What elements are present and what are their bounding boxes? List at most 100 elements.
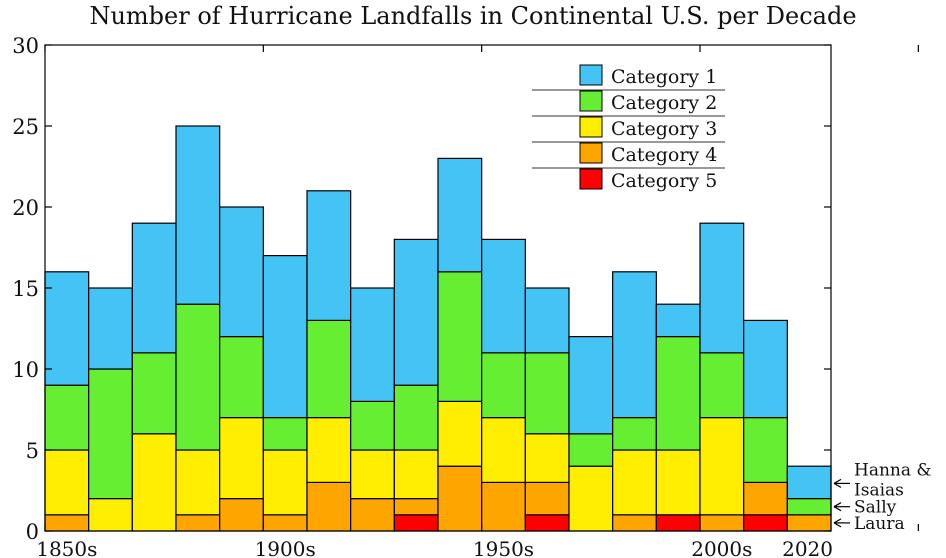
legend-label: Category 2 [611, 92, 717, 114]
bar-segment [612, 417, 657, 451]
bar-segment [262, 514, 308, 532]
bar-segment [175, 303, 221, 451]
legend-swatch [579, 64, 603, 86]
annotation-label: Sally [854, 498, 897, 518]
bar-segment [743, 319, 788, 419]
bar-segment [524, 352, 570, 435]
bar-segment [175, 514, 221, 532]
annotation-arrow-head [833, 518, 842, 528]
legend-swatch [579, 90, 603, 112]
bar-segment [481, 481, 526, 532]
bar-segment [437, 400, 483, 467]
bar-segment [262, 417, 308, 451]
bar-segment [393, 384, 439, 451]
y-tick-label: 10 [12, 358, 39, 382]
bar-segment [219, 498, 264, 532]
x-tick-label: 1950s [473, 537, 534, 558]
bar-segment [131, 433, 177, 532]
x-tick-label: 1900s [255, 537, 316, 558]
bar-segment [481, 352, 526, 419]
bar-segment [88, 498, 133, 532]
bar-segment [262, 255, 308, 419]
bar-segment [524, 287, 570, 354]
legend-swatch [579, 168, 603, 190]
bar-segment [524, 481, 570, 516]
legend: Category 1 Category 2 Category 3 Category 4… [532, 64, 725, 192]
bar-segment [44, 271, 90, 386]
bar-segment [524, 433, 570, 483]
legend-label: Category 5 [611, 170, 717, 192]
legend-swatch [579, 142, 603, 164]
legend-label: Category 4 [611, 144, 717, 166]
bar-segment [393, 449, 439, 500]
bar-segment [219, 336, 264, 419]
chart-title: Number of Hurricane Landfalls in Contine… [89, 2, 857, 30]
bar-segment [175, 125, 221, 305]
legend-label: Category 1 [611, 66, 717, 88]
bar-segment [393, 238, 439, 386]
x-tick-label: 2000s [691, 537, 752, 558]
bar-segment [88, 287, 133, 370]
bar-segment [306, 417, 352, 484]
bar-segment [437, 157, 483, 273]
x-tick-label: 2020 [782, 537, 833, 558]
bar-segment [655, 336, 701, 451]
bar-segment [524, 514, 570, 532]
annotation-label: Laura [854, 514, 905, 534]
bar-segment [44, 514, 90, 532]
bar-segment [743, 417, 788, 484]
bar-segment [699, 514, 745, 532]
bar-segment [699, 417, 745, 516]
legend-label: Category 3 [611, 118, 717, 140]
tick-layer: 0 5 10 15 20 25 30 1850s 1900s 1950s 2000s 2020 [12, 34, 919, 558]
bar-segment [306, 481, 352, 532]
y-tick-label: 25 [12, 115, 39, 139]
bar-segment [393, 498, 439, 516]
bar-segment [612, 449, 657, 516]
bar-segment [437, 465, 483, 532]
bar-segment [350, 287, 395, 403]
bar-segment [219, 417, 264, 500]
annotation-arrow-head [833, 478, 842, 488]
bar-layer [44, 125, 832, 532]
bar-segment [306, 319, 352, 419]
annotation-arrow-head [833, 502, 842, 512]
bar-segment [786, 514, 832, 532]
bar-segment [699, 222, 745, 354]
bar-segment [481, 238, 526, 354]
bar-segment [88, 368, 133, 500]
bar-segment [655, 449, 701, 516]
bar-segment [44, 449, 90, 516]
y-tick-label: 15 [12, 277, 39, 301]
bar-segment [612, 271, 657, 419]
annotation-label: Isaias [854, 480, 904, 500]
bar-segment [306, 190, 352, 322]
bar-segment [481, 417, 526, 484]
bar-segment [743, 514, 788, 532]
bar-segment [699, 352, 745, 419]
bar-segment [655, 514, 701, 532]
bar-segment [131, 222, 177, 354]
y-tick-label: 5 [26, 439, 39, 463]
bar-segment [219, 206, 264, 338]
bar-segment [568, 336, 614, 435]
annotation-label: Hanna & [854, 460, 932, 480]
bar-segment [393, 514, 439, 532]
bar-segment [350, 400, 395, 451]
bar-segment [612, 514, 657, 532]
bar-segment [350, 498, 395, 532]
bar-segment [437, 271, 483, 402]
bar-segment [44, 384, 90, 451]
bar-segment [786, 465, 832, 500]
bar-segment [655, 303, 701, 338]
bar-segment [131, 352, 177, 435]
bar-segment [743, 481, 788, 516]
bar-segment [786, 498, 832, 516]
bar-segment [568, 465, 614, 532]
bar-segment [175, 449, 221, 516]
y-tick-label: 30 [12, 34, 39, 58]
bar-segment [262, 449, 308, 516]
legend-swatch [579, 116, 603, 138]
